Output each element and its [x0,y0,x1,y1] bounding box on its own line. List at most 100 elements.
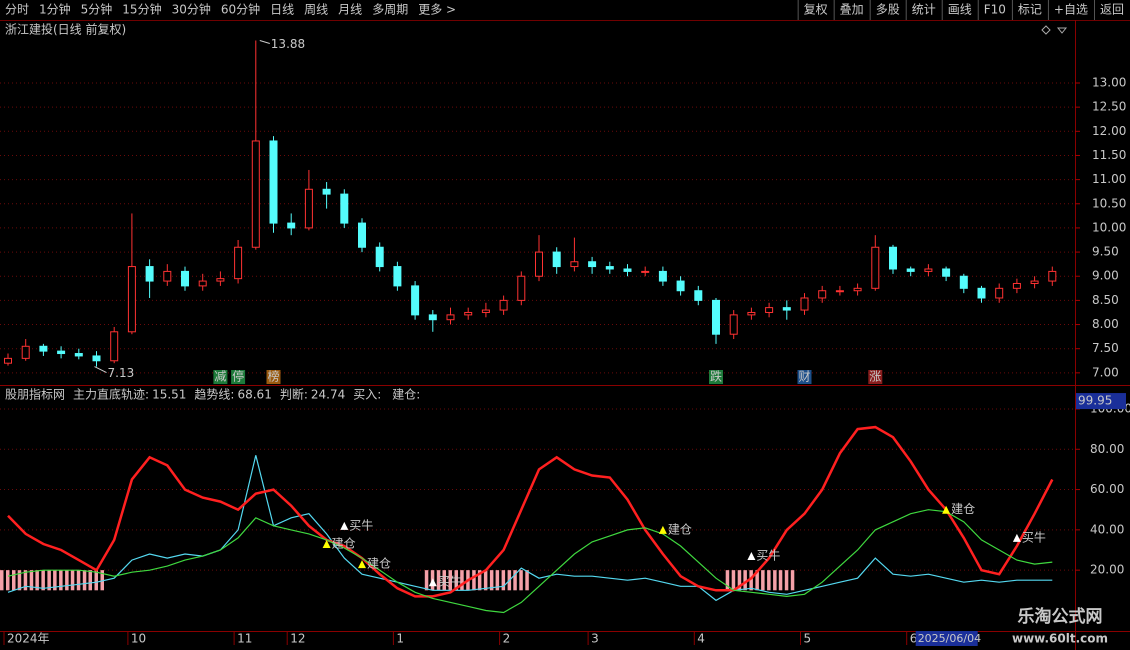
event-marker[interactable]: 财 [798,370,810,384]
candle-body [747,311,756,316]
indicator-line [7,455,1053,602]
candle-body [835,290,844,293]
candle-body [641,270,650,273]
cursor-date: 2025/06/04 [918,632,981,645]
signal-triangle [322,539,331,548]
current-value-bg [1076,393,1126,410]
candle-body [729,314,738,335]
indicator-line [7,509,1053,614]
toolbar-button[interactable]: +自选 [1054,3,1088,17]
date-label: 2 [503,632,511,646]
signal-label: 建仓 [668,522,692,536]
candle-body [499,299,508,311]
toolbar-button[interactable]: F10 [984,3,1006,17]
buy-zone-bar [94,570,98,591]
indicator-line [7,425,1054,598]
indicator-label: 主力直底轨迹: [73,387,149,402]
date-label: 1 [396,632,404,646]
period-tab[interactable]: 60分钟 [221,2,260,17]
indicator-value: 24.74 [311,388,345,402]
date-label: 11 [237,632,252,646]
buy-zone-bar [773,570,777,591]
buy-zone-bar [0,570,4,591]
buy-zone-bar [460,570,464,591]
period-tab[interactable]: 分时 [5,3,29,17]
candle-body [375,246,384,268]
y-tick-label: 7.00 [1092,365,1119,379]
indicator-label: 建仓: [392,388,420,402]
event-marker-bg [231,370,246,384]
candle-body [322,188,331,195]
y-tick-label: 11.50 [1092,148,1126,162]
buy-zone-bar [767,570,771,591]
candle-body [110,331,119,362]
candle-body [287,222,296,229]
candle-body [74,353,83,357]
y-tick-label: 12.00 [1092,124,1126,138]
buy-zone-bar [53,570,57,591]
event-marker[interactable]: 停 [232,369,244,384]
buy-zone-bar [454,570,458,591]
date-label: 2024年 [7,632,50,646]
candle-body [782,307,791,311]
indicator-label: 买入: [353,388,381,402]
period-tab[interactable]: 月线 [338,3,362,17]
buy-zone-bar [41,570,45,591]
toolbar-button[interactable]: 多股 [876,3,900,17]
event-marker[interactable]: 跌 [710,369,722,384]
candle-body [853,287,862,292]
period-tab[interactable]: 周线 [304,3,328,17]
candle-body [694,290,703,301]
buy-zone-bar [489,570,494,591]
toolbar-button[interactable]: 标记 [1018,3,1042,17]
date-label: 3 [591,632,599,646]
y-tick-label: 11.00 [1092,172,1126,186]
buy-zone-bar [100,570,104,591]
period-tab[interactable]: 多周期 [372,3,408,17]
signal-label: 建仓 [951,502,975,516]
period-tab[interactable]: 15分钟 [122,2,161,17]
candle-body [995,287,1004,299]
candle-body [181,270,189,287]
y-tick-label: 80.00 [1090,442,1124,456]
candle-body [411,285,420,316]
toolbar-button[interactable]: 复权 [804,3,828,17]
buy-zone-bar [12,570,16,591]
low-arrow [94,366,107,374]
buy-zone-bar [17,570,22,591]
event-marker[interactable]: 减 [214,370,226,384]
buy-zone-bar [525,570,529,591]
buy-zone-bar [513,570,517,591]
event-marker[interactable]: 涨 [869,369,881,384]
candle-body [605,266,614,270]
y-tick-label: 10.00 [1092,220,1126,234]
y-tick-label: 10.50 [1092,196,1126,210]
candle-body [676,280,685,292]
candle-body [570,261,579,268]
date-label: 12 [290,632,305,646]
candle-body [251,140,260,248]
candle-body [800,297,809,311]
period-tab[interactable]: 日线 [270,3,294,17]
buy-zone-bar [477,570,482,591]
buy-zone-bar [761,570,765,591]
signal-label: 买牛 [1022,529,1046,544]
high-note: 13.88 [271,37,305,51]
candle-body [977,287,986,299]
period-tab[interactable]: 5分钟 [81,2,113,17]
period-tab[interactable]: 30分钟 [172,2,211,17]
candle-body [21,345,30,359]
toolbar-button[interactable]: 画线 [948,3,972,17]
period-tab[interactable]: 更多 > [418,3,456,17]
event-marker[interactable]: 榜 [267,369,279,384]
high-arrow [259,40,270,44]
toolbar-button[interactable]: 统计 [912,3,936,17]
buy-zone-bar [731,570,736,591]
toolbar-button[interactable]: 叠加 [840,3,864,17]
candle-body [588,261,597,268]
buy-zone-bar [82,570,87,591]
candle-body [765,307,774,313]
period-tab[interactable]: 1分钟 [39,2,71,17]
toolbar-button[interactable]: 返回 [1100,3,1124,17]
